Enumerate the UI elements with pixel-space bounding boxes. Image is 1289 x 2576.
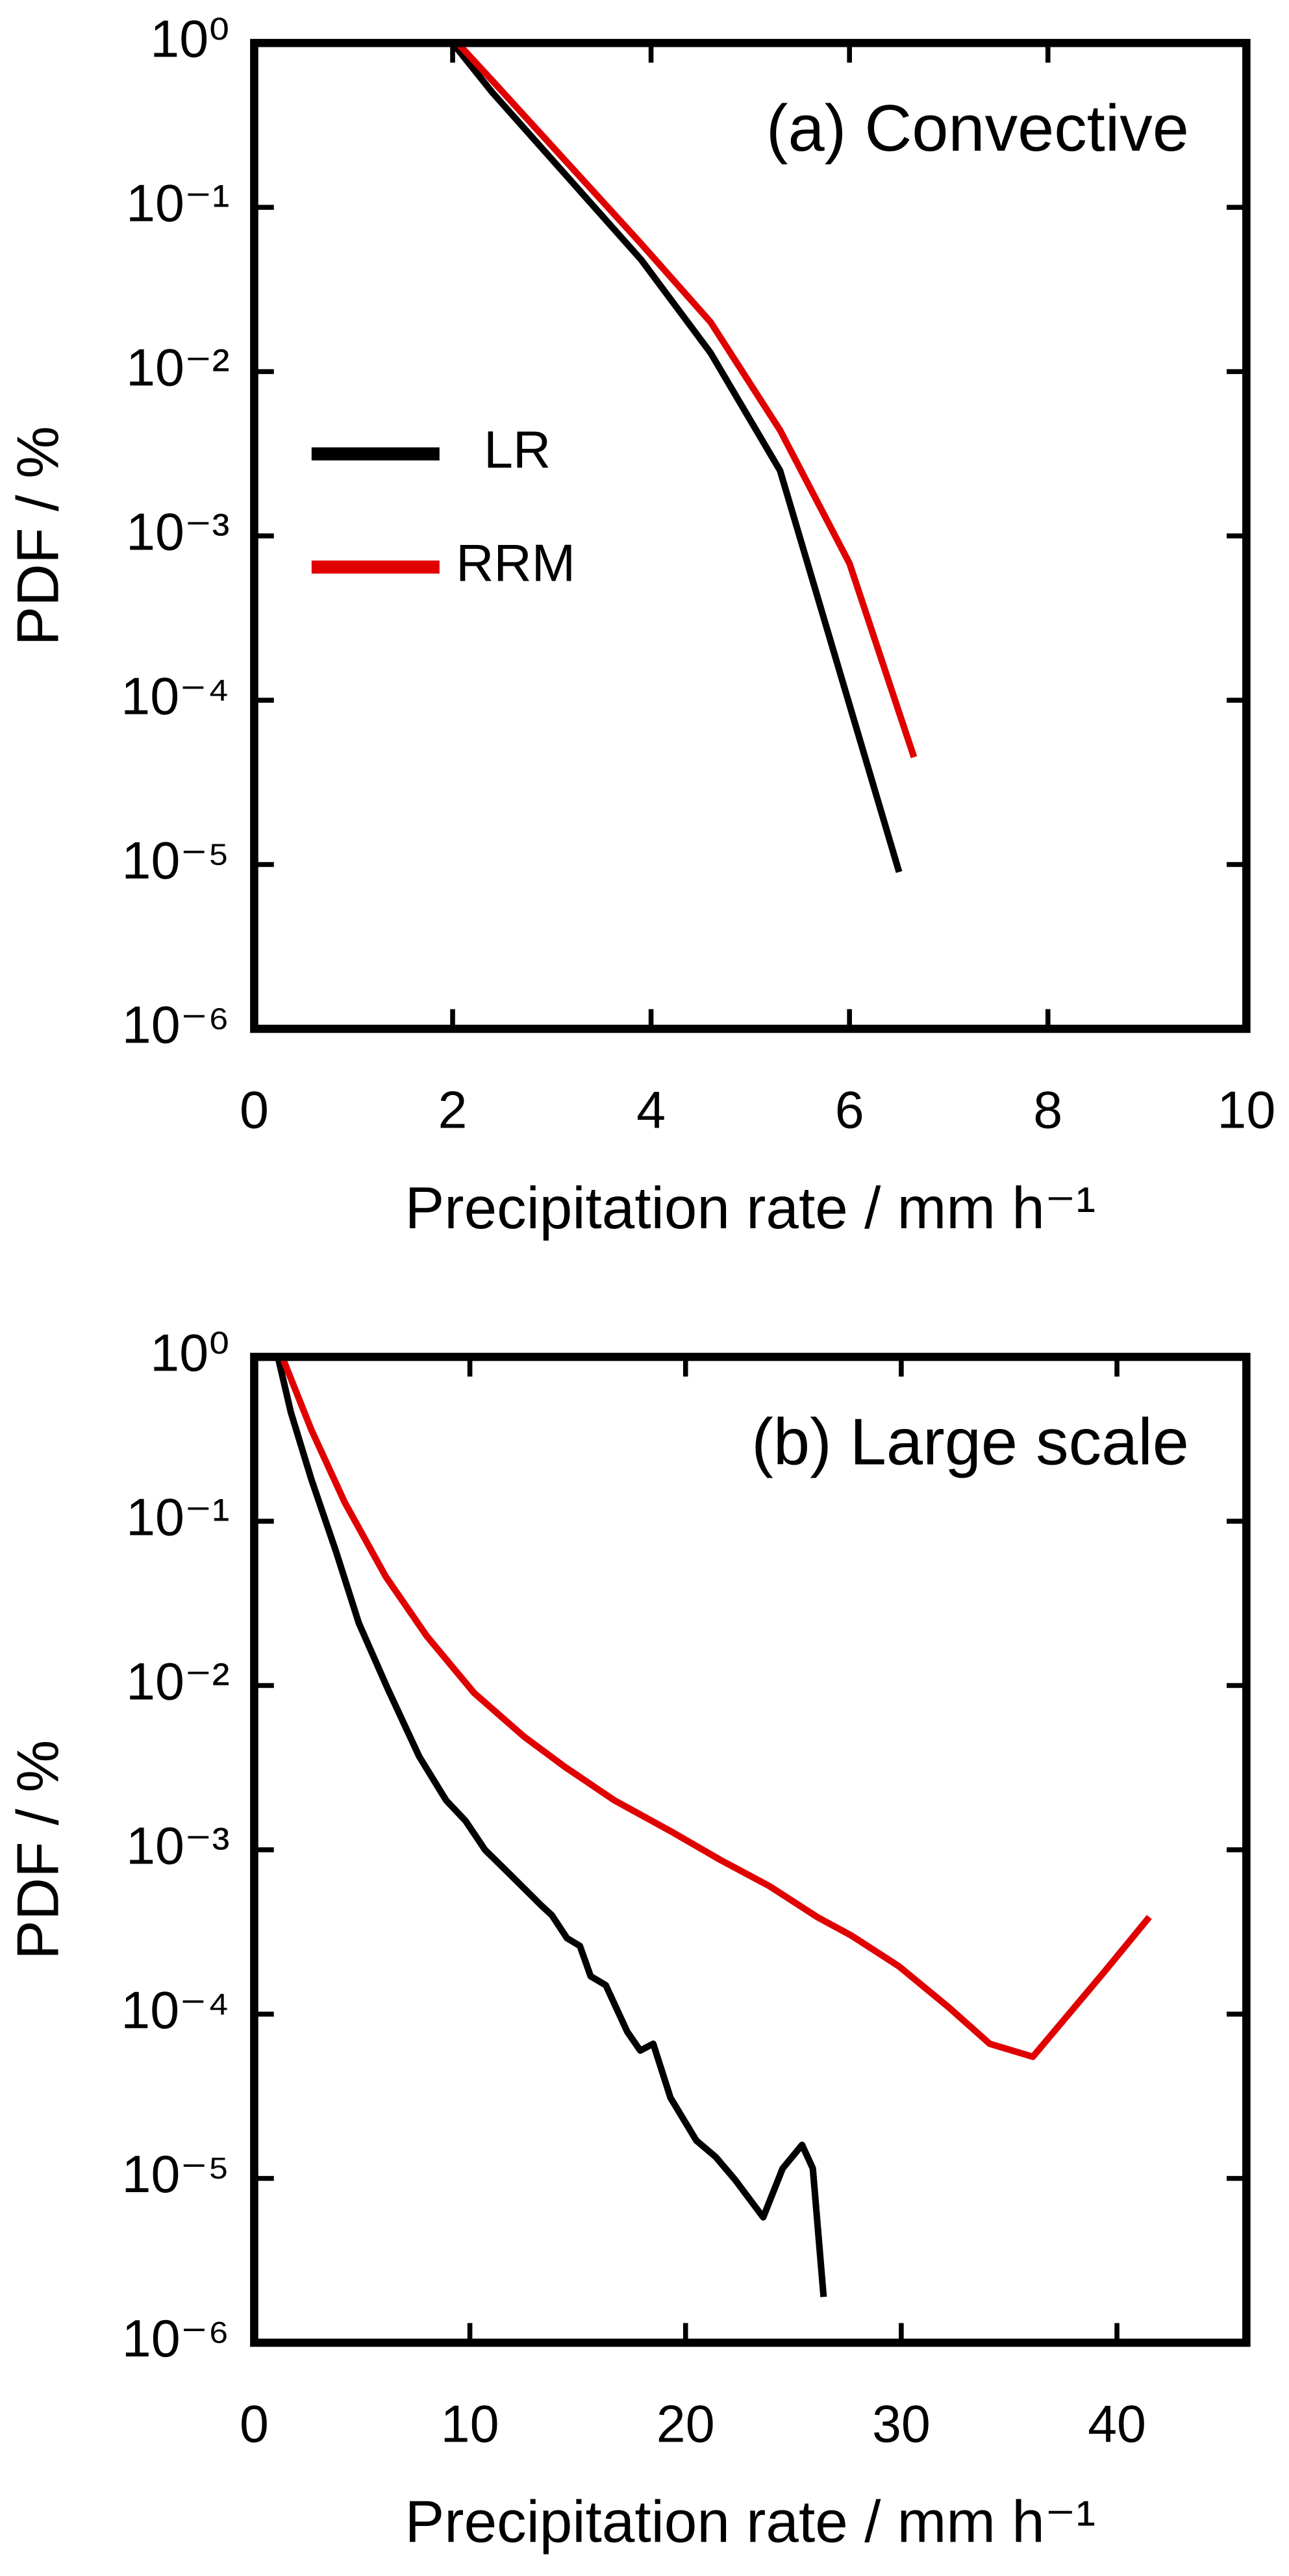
y-tick-label: 10⁻⁶	[122, 2310, 230, 2368]
plot-frame	[250, 38, 1251, 1033]
x-tick-label: 4	[636, 1081, 666, 1140]
y-tick-label: 10⁻¹	[126, 1488, 229, 1547]
plot-frame	[250, 1352, 1251, 2347]
data-line	[279, 1356, 1152, 2060]
x-tick-label: 10	[1217, 1081, 1275, 1140]
y-tick-label: 10⁻²	[126, 338, 229, 397]
chart-title: (a) Convective	[766, 92, 1189, 165]
x-tick-label: 20	[657, 2395, 715, 2454]
y-tick-label: 10⁻⁶	[122, 996, 230, 1054]
x-tick-label: 30	[872, 2395, 931, 2454]
y-axis-label: PDF / %	[6, 1740, 71, 1960]
y-tick-label: 10⁰	[150, 1324, 229, 1382]
chart: 10⁰ 10⁻¹ 10⁻² 10⁻³ 10⁻⁴ 10⁻⁵ 10⁻⁶0 2 4 6 8 10 (a) Co…	[6, 10, 1276, 1241]
y-axis-label: PDF / %	[6, 426, 71, 646]
x-tick-label: 0	[240, 1081, 269, 1140]
y-tick-label: 10⁻⁴	[121, 667, 229, 726]
x-axis-label: Precipitation rate / mm h⁻¹	[405, 1176, 1095, 1241]
x-tick-label: 0	[240, 2395, 269, 2454]
x-axis-label: Precipitation rate / mm h⁻¹	[405, 2490, 1095, 2555]
chart-title: (b) Large scale	[751, 1406, 1189, 1479]
data-line	[275, 1356, 827, 2297]
data-line	[455, 40, 918, 759]
y-tick-label: 10⁻¹	[126, 174, 229, 233]
legend-label: RRM	[456, 534, 575, 592]
y-tick-label: 10⁻³	[126, 503, 229, 561]
chart: 10⁰ 10⁻¹ 10⁻² 10⁻³ 10⁻⁴ 10⁻⁵ 10⁻⁶0 10 20 30 40 (b) …	[6, 1324, 1251, 2555]
data-line	[450, 41, 903, 874]
x-tick-label: 6	[835, 1081, 864, 1140]
y-tick-label: 10⁻⁵	[122, 831, 230, 890]
y-tick-label: 10⁻²	[126, 1652, 229, 1711]
x-tick-label: 2	[438, 1081, 468, 1140]
y-tick-label: 10⁻³	[126, 1817, 229, 1875]
y-tick-label: 10⁰	[150, 10, 229, 69]
legend-label: LR	[484, 421, 551, 479]
x-tick-label: 10	[441, 2395, 499, 2454]
x-tick-label: 40	[1088, 2395, 1146, 2454]
x-tick-label: 8	[1033, 1081, 1062, 1140]
y-tick-label: 10⁻⁵	[122, 2145, 230, 2204]
y-tick-label: 10⁻⁴	[121, 1981, 229, 2039]
